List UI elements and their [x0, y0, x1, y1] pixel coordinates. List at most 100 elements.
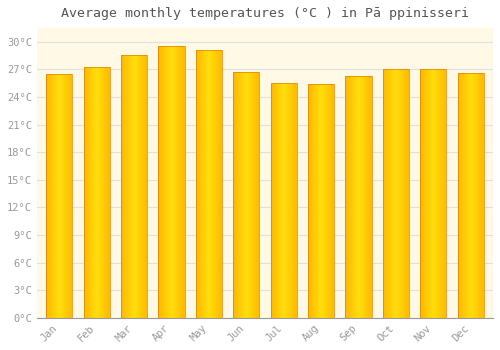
- Bar: [204, 50, 206, 318]
- Bar: [463, 73, 464, 318]
- Bar: [213, 50, 214, 318]
- Bar: [355, 76, 356, 318]
- Bar: [235, 72, 236, 318]
- Title: Average monthly temperatures (°C ) in Pā ppinisseri: Average monthly temperatures (°C ) in Pā…: [61, 7, 469, 20]
- Bar: [199, 50, 200, 318]
- Bar: [309, 84, 310, 318]
- Bar: [354, 76, 355, 318]
- Bar: [162, 47, 164, 318]
- Bar: [348, 76, 349, 318]
- Bar: [280, 83, 281, 318]
- Bar: [363, 76, 364, 318]
- Bar: [210, 50, 212, 318]
- Bar: [234, 72, 235, 318]
- Bar: [282, 83, 283, 318]
- Bar: [60, 74, 61, 318]
- Bar: [470, 73, 472, 318]
- Bar: [238, 72, 240, 318]
- Bar: [460, 73, 461, 318]
- Bar: [121, 55, 147, 318]
- Bar: [169, 47, 170, 318]
- Bar: [158, 47, 159, 318]
- Bar: [58, 74, 59, 318]
- Bar: [138, 55, 140, 318]
- Bar: [318, 84, 320, 318]
- Bar: [247, 72, 248, 318]
- Bar: [218, 50, 220, 318]
- Bar: [293, 83, 294, 318]
- Bar: [308, 84, 334, 318]
- Bar: [474, 73, 475, 318]
- Bar: [129, 55, 130, 318]
- Bar: [233, 72, 234, 318]
- Bar: [252, 72, 253, 318]
- Bar: [312, 84, 313, 318]
- Bar: [255, 72, 256, 318]
- Bar: [46, 74, 72, 318]
- Bar: [146, 55, 147, 318]
- Bar: [361, 76, 362, 318]
- Bar: [127, 55, 128, 318]
- Bar: [101, 67, 102, 318]
- Bar: [98, 67, 100, 318]
- Bar: [174, 47, 175, 318]
- Bar: [135, 55, 136, 318]
- Bar: [164, 47, 166, 318]
- Bar: [249, 72, 250, 318]
- Bar: [236, 72, 238, 318]
- Bar: [472, 73, 473, 318]
- Bar: [180, 47, 181, 318]
- Bar: [274, 83, 275, 318]
- Bar: [427, 69, 428, 318]
- Bar: [253, 72, 254, 318]
- Bar: [221, 50, 222, 318]
- Bar: [48, 74, 49, 318]
- Bar: [248, 72, 249, 318]
- Bar: [468, 73, 469, 318]
- Bar: [84, 67, 110, 318]
- Bar: [283, 83, 284, 318]
- Bar: [89, 67, 90, 318]
- Bar: [160, 47, 161, 318]
- Bar: [102, 67, 104, 318]
- Bar: [126, 55, 127, 318]
- Bar: [421, 69, 422, 318]
- Bar: [240, 72, 241, 318]
- Bar: [438, 69, 440, 318]
- Bar: [270, 83, 296, 318]
- Bar: [408, 69, 409, 318]
- Bar: [95, 67, 96, 318]
- Bar: [258, 72, 260, 318]
- Bar: [362, 76, 363, 318]
- Bar: [424, 69, 426, 318]
- Bar: [314, 84, 315, 318]
- Bar: [386, 69, 387, 318]
- Bar: [166, 47, 167, 318]
- Bar: [200, 50, 201, 318]
- Bar: [467, 73, 468, 318]
- Bar: [246, 72, 247, 318]
- Bar: [407, 69, 408, 318]
- Bar: [406, 69, 407, 318]
- Bar: [84, 67, 86, 318]
- Bar: [254, 72, 255, 318]
- Bar: [49, 74, 50, 318]
- Bar: [443, 69, 444, 318]
- Bar: [206, 50, 207, 318]
- Bar: [68, 74, 69, 318]
- Bar: [428, 69, 429, 318]
- Bar: [440, 69, 441, 318]
- Bar: [181, 47, 182, 318]
- Bar: [466, 73, 467, 318]
- Bar: [292, 83, 293, 318]
- Bar: [168, 47, 169, 318]
- Bar: [402, 69, 403, 318]
- Bar: [121, 55, 122, 318]
- Bar: [287, 83, 288, 318]
- Bar: [480, 73, 481, 318]
- Bar: [349, 76, 350, 318]
- Bar: [286, 83, 287, 318]
- Bar: [403, 69, 404, 318]
- Bar: [55, 74, 56, 318]
- Bar: [276, 83, 278, 318]
